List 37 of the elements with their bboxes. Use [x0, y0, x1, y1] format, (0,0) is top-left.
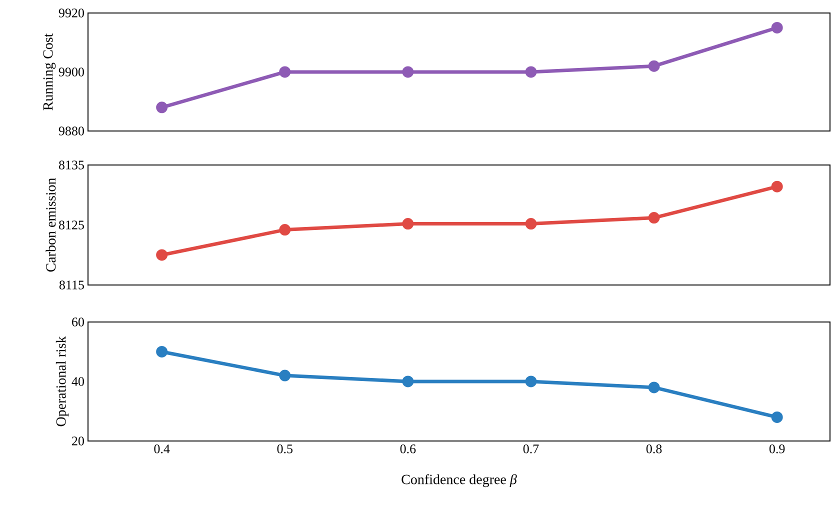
- point: [156, 346, 168, 358]
- point: [525, 218, 537, 230]
- x-tick-label: 0.5: [277, 444, 293, 454]
- x-axis-title: Confidence degree β: [402, 474, 517, 488]
- y-tick-label: 60: [72, 318, 84, 326]
- y-tick-label: 9900: [58, 68, 84, 76]
- y-tick-label: 8115: [59, 280, 84, 290]
- point: [402, 66, 414, 78]
- x-tick-label: 0.9: [769, 444, 785, 454]
- x-tick-label: 0.7: [523, 444, 539, 454]
- y-axis-title: Carbon emission: [46, 178, 56, 272]
- point: [402, 376, 414, 388]
- point: [771, 22, 783, 34]
- point: [525, 376, 537, 388]
- point: [525, 66, 537, 78]
- point: [279, 224, 291, 236]
- y-axis-title: Running Cost: [43, 33, 56, 110]
- y-tick-label: 9920: [58, 8, 84, 18]
- point: [156, 102, 168, 114]
- y-tick-label: 8125: [58, 220, 84, 230]
- y-tick-label: 40: [72, 377, 84, 386]
- point: [648, 382, 660, 394]
- point: [402, 218, 414, 230]
- x-tick-label: 0.4: [154, 444, 170, 454]
- y-tick-label: 9880: [58, 126, 84, 136]
- point: [279, 370, 291, 382]
- y-tick-label: 20: [72, 436, 84, 446]
- x-tick-label: 0.8: [646, 444, 662, 454]
- x-tick-label: 0.6: [400, 444, 416, 454]
- y-axis-title: Operational risk: [56, 336, 69, 426]
- point: [156, 249, 168, 261]
- y-tick-label: 8135: [58, 160, 84, 170]
- point: [648, 212, 660, 224]
- point: [648, 60, 660, 72]
- point: [771, 180, 783, 192]
- point: [279, 66, 291, 78]
- point: [771, 411, 783, 423]
